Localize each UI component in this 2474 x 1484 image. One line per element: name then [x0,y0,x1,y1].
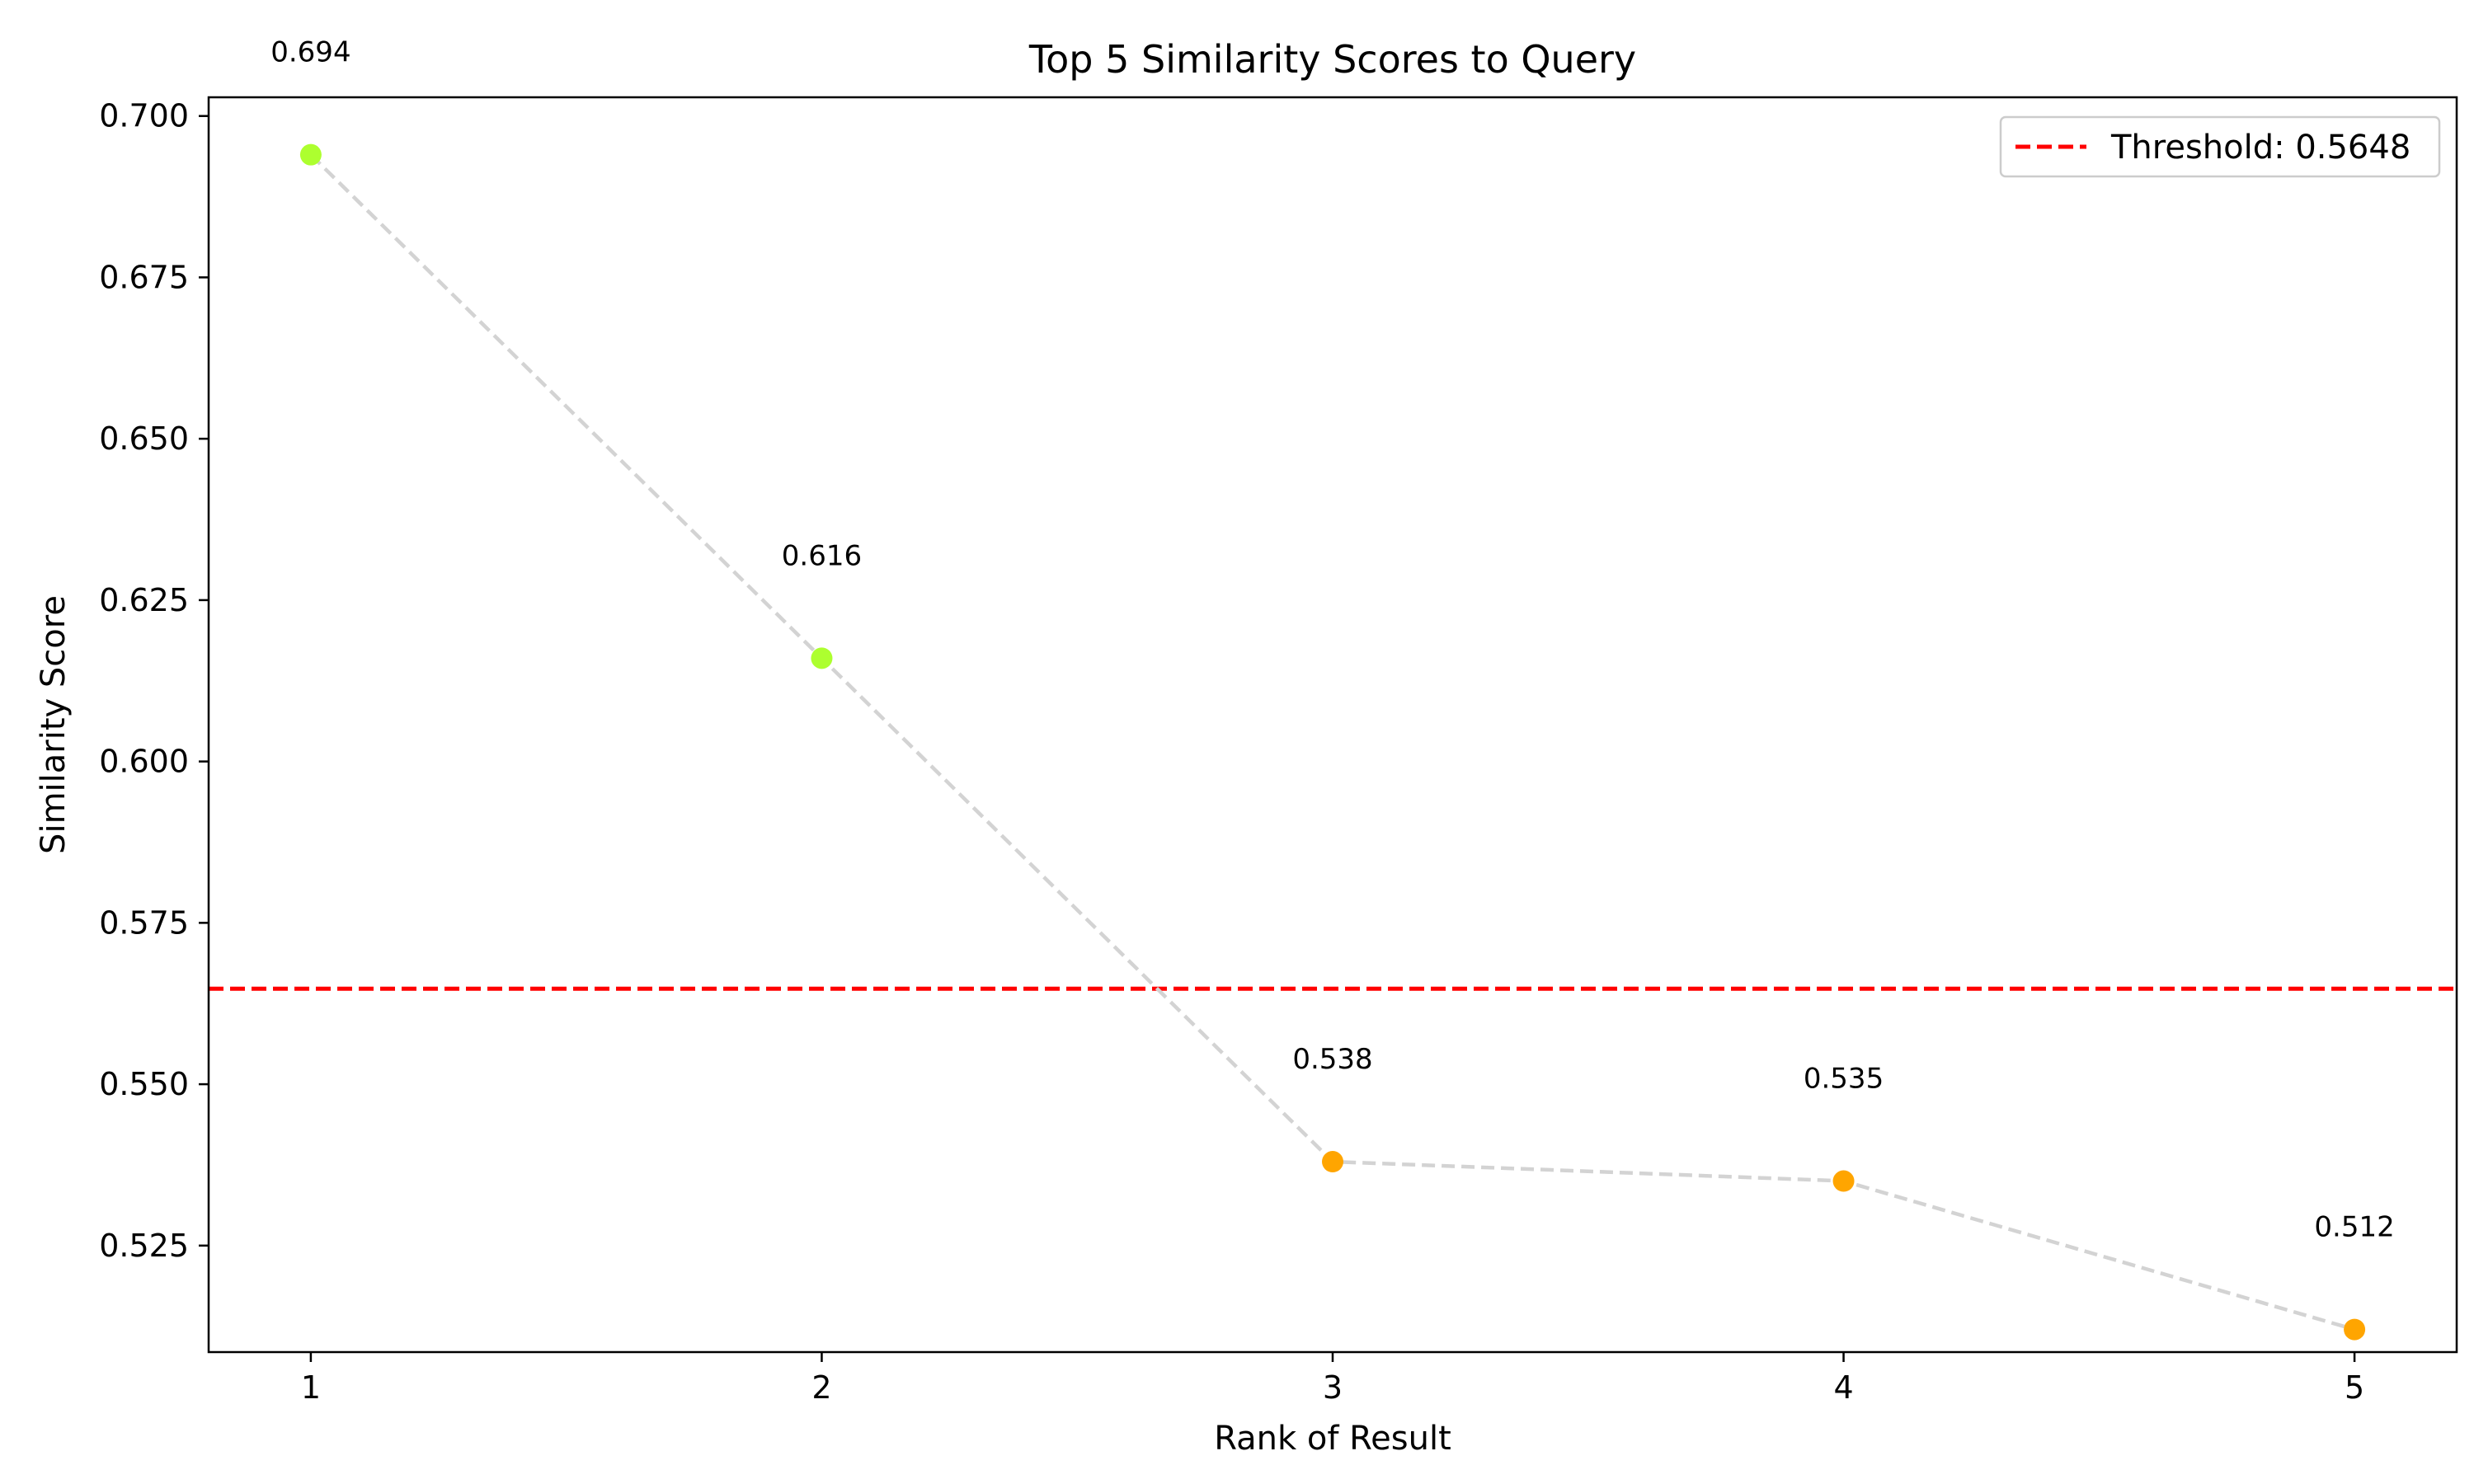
y-tick-label: 0.550 [99,1066,189,1102]
legend: Threshold: 0.5648 [1999,115,2441,178]
data-point [1322,1151,1343,1173]
legend-box [1999,115,2441,178]
data-label: 0.538 [1292,1043,1372,1076]
x-tick-label: 2 [811,1369,831,1406]
y-tick-label: 0.600 [99,744,189,780]
data-label: 0.616 [782,539,862,572]
x-tick-label: 4 [1833,1369,1853,1406]
y-tick-label: 0.625 [99,582,189,618]
plot-area: 0.694 0.616 0.538 0.535 0.512 [209,36,2457,1341]
y-tick-label: 0.650 [99,420,189,457]
y-tick-label: 0.675 [99,259,189,295]
x-axis-title: Rank of Result [1214,1420,1451,1458]
y-axis-title: Similarity Score [35,595,73,854]
chart-title: Top 5 Similarity Scores to Query [1028,37,1636,82]
data-point [299,143,322,166]
data-point [2344,1318,2366,1341]
y-tick-label: 0.700 [99,98,189,134]
x-tick-label: 3 [1323,1369,1343,1406]
data-label: 0.694 [270,36,350,69]
data-label: 0.535 [1804,1063,1884,1096]
data-point [811,647,833,669]
x-tick-label: 5 [2345,1369,2364,1406]
y-axis-ticks: 0.525 0.550 0.575 0.600 0.625 0.650 0.675 0.700 [99,98,209,1264]
legend-threshold-label: Threshold: 0.5648 [2110,129,2411,167]
data-point [1832,1170,1855,1192]
y-tick-label: 0.525 [99,1228,189,1264]
data-label: 0.512 [2314,1211,2394,1244]
x-axis-ticks: 1 2 3 4 5 [301,1352,2364,1406]
y-tick-label: 0.575 [99,904,189,941]
x-tick-label: 1 [301,1369,321,1406]
